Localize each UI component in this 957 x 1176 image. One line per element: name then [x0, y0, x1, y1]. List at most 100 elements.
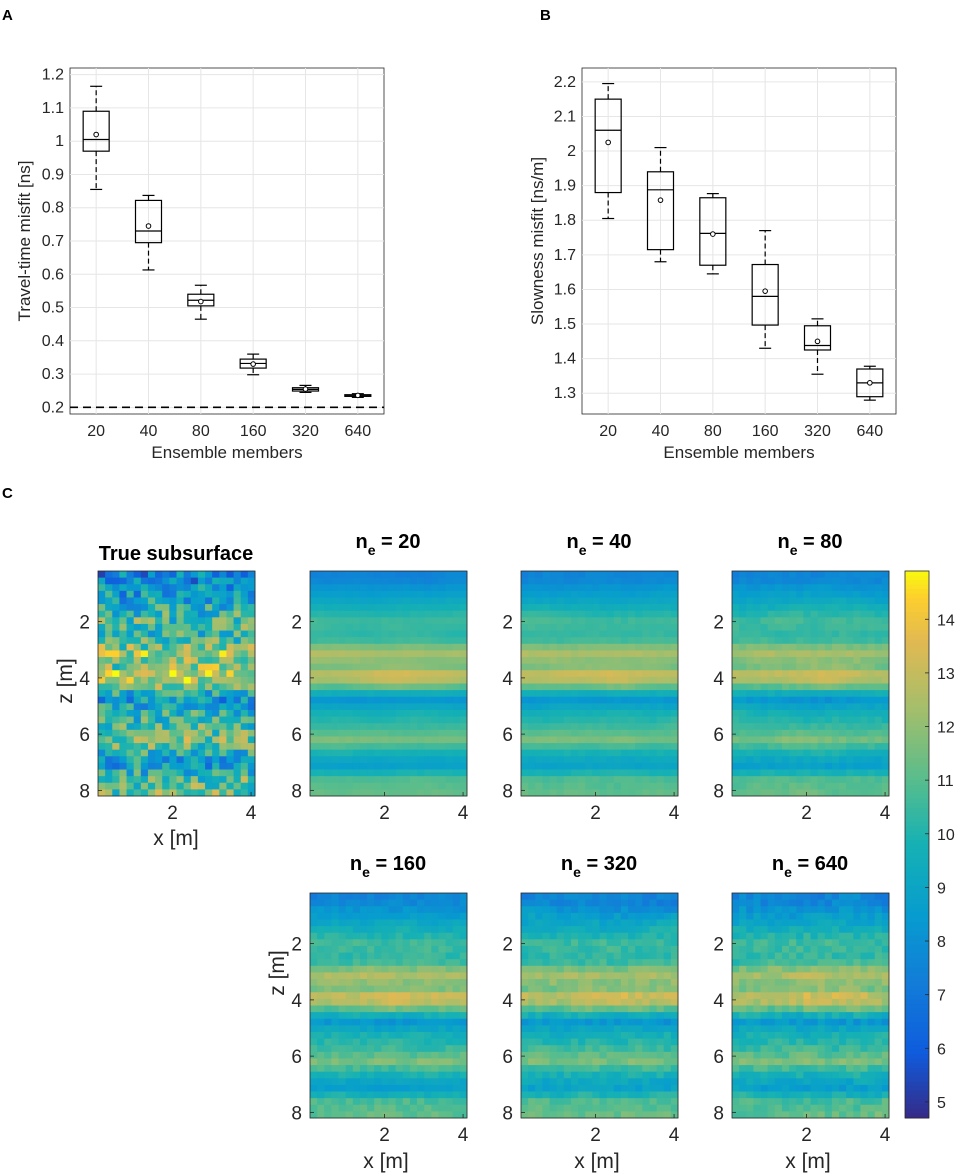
- map-cell: [620, 998, 629, 1006]
- map-cell: [352, 1078, 361, 1086]
- map-cell: [592, 912, 600, 920]
- map-cell: [402, 893, 411, 901]
- map-cell: [310, 1051, 318, 1059]
- map-cell: [388, 1078, 397, 1086]
- map-cell: [853, 776, 861, 784]
- map-cell: [881, 657, 890, 665]
- map-cell: [635, 979, 643, 987]
- map-cell: [628, 926, 636, 934]
- map-cell: [649, 985, 657, 993]
- map-cell: [212, 736, 220, 744]
- map-cell: [542, 1018, 550, 1026]
- map-cell: [670, 939, 679, 947]
- map-cell: [521, 1111, 529, 1119]
- map-cell: [563, 571, 572, 579]
- map-cell: [445, 1104, 454, 1112]
- map-cell: [670, 1031, 679, 1039]
- map-cell: [803, 762, 811, 770]
- map-cell: [760, 959, 769, 967]
- map-cell: [803, 696, 811, 704]
- map-cell: [395, 1012, 404, 1020]
- map-cell: [119, 782, 127, 790]
- map-cell: [528, 1098, 536, 1106]
- map-cell: [613, 584, 622, 592]
- map-cell: [452, 992, 461, 1000]
- map-cell: [810, 657, 819, 665]
- map-cell: [452, 571, 461, 579]
- map-cell: [753, 912, 761, 920]
- map-cell: [338, 1058, 347, 1066]
- map-cell: [140, 776, 149, 784]
- map-cell: [310, 1098, 318, 1106]
- map-cell: [670, 749, 679, 757]
- map-cell: [459, 749, 468, 757]
- map-cell: [374, 590, 382, 598]
- map-cell: [620, 1012, 629, 1020]
- map-cell: [147, 604, 156, 612]
- map-cell: [521, 1031, 529, 1039]
- map-cell: [317, 945, 325, 953]
- map-cell: [613, 696, 622, 704]
- map-cell: [663, 709, 672, 717]
- map-cell: [452, 597, 461, 605]
- map-cell: [240, 716, 249, 724]
- map-cell: [105, 743, 113, 751]
- map-cell: [649, 696, 657, 704]
- map-cell: [452, 985, 461, 993]
- map-cell: [746, 716, 754, 724]
- map-cell: [649, 965, 657, 973]
- map-cell: [767, 690, 776, 698]
- map-cell: [585, 597, 593, 605]
- map-cell: [417, 590, 425, 598]
- map-cell: [438, 1065, 446, 1073]
- map-cell: [310, 1058, 318, 1066]
- map-cell: [324, 1045, 332, 1053]
- map-cell: [853, 690, 861, 698]
- map-cell: [317, 577, 325, 585]
- map-cell: [642, 650, 650, 658]
- map-cell: [739, 919, 747, 927]
- map-cell: [417, 709, 425, 717]
- map-cell: [240, 762, 249, 770]
- map-cell: [570, 782, 579, 790]
- x-tick-label: 2: [590, 1125, 601, 1146]
- x-tick-label: 4: [669, 1125, 680, 1146]
- map-cell: [767, 723, 776, 731]
- map-cell: [663, 663, 672, 671]
- map-cell: [846, 571, 854, 579]
- map-cell: [417, 630, 425, 638]
- map-cell: [424, 926, 432, 934]
- map-cell: [635, 912, 643, 920]
- plot-area-b: [581, 67, 897, 415]
- map-cell: [374, 716, 382, 724]
- map-cell: [649, 643, 657, 651]
- map-cell: [424, 1025, 432, 1033]
- map-cell: [374, 979, 382, 987]
- map-cell: [831, 756, 840, 764]
- map-cell: [374, 782, 382, 790]
- map-cell: [331, 683, 339, 691]
- map-cell: [183, 610, 192, 618]
- map-cell: [133, 769, 142, 777]
- map-cell: [528, 617, 536, 625]
- map-cell: [212, 663, 220, 671]
- map-cell: [824, 736, 833, 744]
- map-cell: [233, 696, 242, 704]
- map-cell: [190, 683, 199, 691]
- map-cell: [860, 749, 868, 757]
- map-cell: [739, 630, 747, 638]
- map-cell: [331, 729, 339, 737]
- map-cell: [438, 1018, 446, 1026]
- map-cell: [767, 959, 776, 967]
- map-cell: [119, 762, 127, 770]
- map-cell: [409, 637, 418, 645]
- map-cell: [739, 690, 747, 698]
- map-cell: [642, 617, 650, 625]
- map-cell: [317, 998, 325, 1006]
- map-cell: [438, 723, 446, 731]
- map-cell: [549, 623, 558, 631]
- map-cell: [860, 945, 868, 953]
- map-cell: [459, 912, 468, 920]
- map-cell: [105, 690, 113, 698]
- map-cell: [395, 965, 404, 973]
